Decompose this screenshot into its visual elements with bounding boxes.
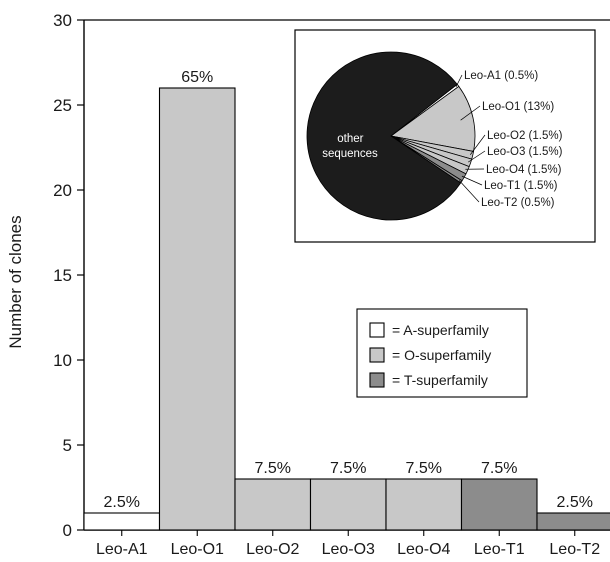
bar [460, 478, 538, 531]
x-tick-label: Leo-O3 [322, 541, 375, 558]
legend: = A-superfamily = O-superfamily = T-superf… [356, 308, 528, 398]
bar [158, 87, 236, 531]
bar-data-label: 65% [181, 69, 213, 86]
pie-chart: Leo-A1 (0.5%) Leo-O1 (13%) Leo-O2 (1.5%) Le… [306, 51, 563, 221]
x-tick-label: Leo-T1 [474, 541, 525, 558]
pie-inner-label-line2: sequences [322, 148, 378, 160]
pie-slice-label: Leo-A1 (0.5%) [464, 70, 538, 82]
pie-inner-label-line1: other [337, 133, 363, 145]
legend-label: = T-superfamily [392, 372, 488, 388]
x-tick-label: Leo-O1 [171, 541, 224, 558]
legend-swatch [369, 372, 385, 388]
pie-leader-line [460, 105, 481, 121]
pie-slice-label: Leo-O3 (1.5%) [487, 146, 563, 158]
y-tick-label: 30 [53, 11, 72, 30]
bar-data-label: 7.5% [255, 460, 291, 477]
bar [83, 512, 161, 531]
y-tick-label: 25 [53, 96, 72, 115]
bar [309, 478, 387, 531]
pie-slice-label: Leo-O4 (1.5%) [486, 164, 562, 176]
x-tick-label: Leo-O2 [246, 541, 299, 558]
pie-inset: Leo-A1 (0.5%) Leo-O1 (13%) Leo-O2 (1.5%) Le… [294, 29, 596, 243]
x-tick-label: Leo-A1 [96, 541, 148, 558]
y-tick-label: 10 [53, 351, 72, 370]
pie-slice-label: Leo-T2 (0.5%) [481, 197, 555, 209]
legend-label: = O-superfamily [392, 347, 491, 363]
bar-series: 2.5% Leo-A1 65% Leo-O1 7.5% Leo-O2 7.5% Leo-O3 7… [83, 69, 610, 558]
bar-data-label: 2.5% [104, 494, 140, 511]
y-tick-label: 15 [53, 266, 72, 285]
bar-data-label: 7.5% [481, 460, 517, 477]
y-tick-label: 5 [63, 436, 72, 455]
y-axis-label: Number of clones [6, 215, 25, 348]
pie-leader-line [459, 180, 480, 203]
x-tick-label: Leo-T2 [549, 541, 600, 558]
bar [536, 512, 610, 531]
pie-leader-line [467, 150, 486, 163]
bar [234, 478, 312, 531]
legend-swatch [369, 322, 385, 338]
legend-label: = A-superfamily [392, 322, 489, 338]
pie-slice-label: Leo-O2 (1.5%) [487, 130, 563, 142]
bar-data-label: 2.5% [557, 494, 593, 511]
pie-leader-line [470, 134, 486, 155]
pie-leader-line [461, 175, 483, 186]
pie-slice-label: Leo-O1 (13%) [482, 101, 554, 113]
legend-frame [356, 308, 528, 398]
pie-slice [306, 51, 462, 221]
legend-swatch [369, 347, 385, 363]
bar-data-label: 7.5% [330, 460, 366, 477]
bar-data-label: 7.5% [406, 460, 442, 477]
y-tick-label: 0 [63, 521, 72, 540]
y-tick-label: 20 [53, 181, 72, 200]
x-tick-label: Leo-O4 [397, 541, 450, 558]
pie-slice-label: Leo-T1 (1.5%) [484, 180, 558, 192]
bar [385, 478, 463, 531]
pie-inner-label: other sequences [322, 133, 378, 160]
